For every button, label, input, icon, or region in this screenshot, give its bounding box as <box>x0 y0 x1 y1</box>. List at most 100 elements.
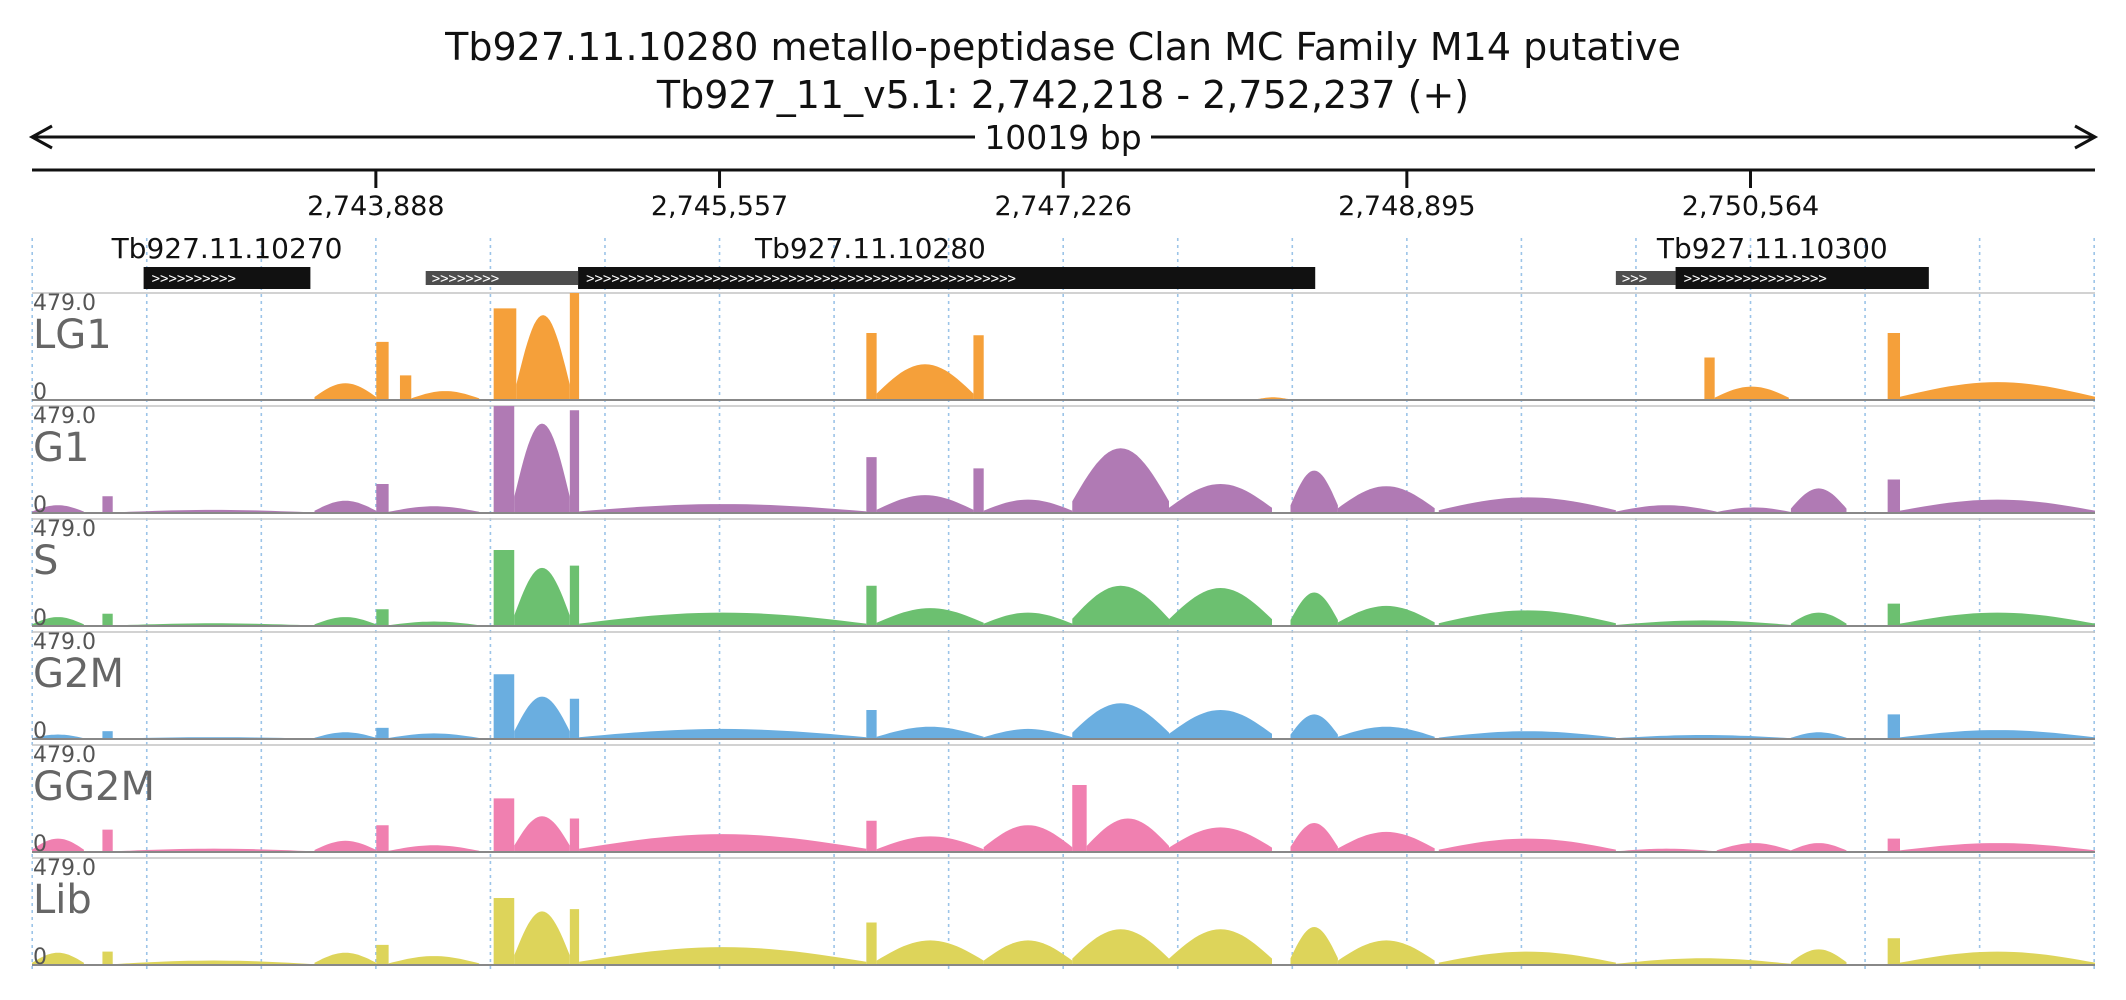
coverage-area <box>388 506 480 513</box>
coverage-area <box>1887 838 1901 852</box>
track-s: 479.0S 0 <box>32 517 2095 631</box>
coverage-area <box>866 922 877 965</box>
coverage-area <box>1790 488 1847 513</box>
coverage-area <box>1900 499 2095 513</box>
coverage-area <box>569 818 580 852</box>
x-tick-label: 2,745,557 <box>651 191 788 222</box>
coverage-area <box>388 621 480 626</box>
coverage-area <box>1072 585 1170 626</box>
gene-label: Tb927.11.10280 <box>754 232 986 265</box>
coverage-area <box>102 951 113 965</box>
coverage-area <box>876 364 974 400</box>
coverage-area <box>579 612 867 626</box>
coverage-area <box>1337 831 1435 852</box>
coverage-area <box>102 496 113 513</box>
coverage-area <box>1887 603 1901 626</box>
utr-arrows: >>>>>>>> <box>432 271 499 287</box>
coverage-area <box>1438 497 1616 513</box>
coverage-area <box>514 423 570 513</box>
coverage-area <box>514 816 570 852</box>
coverage-area <box>514 567 570 626</box>
cds-arrows: >>>>>>>>>>>>>>>>>>>>>>>>>>>>>>>>>>>>>>>>… <box>586 271 1016 287</box>
coverage-area <box>1290 823 1338 852</box>
coverage-area <box>866 585 877 626</box>
coverage-area <box>1169 588 1272 626</box>
coverage-area <box>1900 843 2095 852</box>
track-min-label: 0 <box>33 606 47 631</box>
track-name: GG2M <box>33 764 155 810</box>
cds-arrows: >>>>>>>>>> <box>152 271 236 287</box>
coverage-area <box>866 820 877 852</box>
coverage-area <box>102 829 113 852</box>
coverage-area <box>376 483 389 513</box>
x-axis-ticks: 2,743,888 2,745,557 2,747,226 2,748,895 2,75… <box>307 170 1819 222</box>
coverage-area <box>1072 929 1170 965</box>
coverage-area <box>1337 605 1435 626</box>
coverage-area <box>32 734 84 739</box>
coverage-area <box>1716 843 1791 852</box>
coverage-area <box>32 952 84 965</box>
coverage-area <box>1169 929 1272 965</box>
gene-feature[interactable]: >>>>>>>> >>>>>>>>>>>>>>>>>>>>>>>>>>>>>>>>… <box>425 232 1316 289</box>
coverage-area <box>1790 949 1847 965</box>
track-name: LG1 <box>33 312 112 358</box>
coverage-area <box>1290 927 1338 965</box>
coverage-area <box>569 410 580 513</box>
x-tick-label: 2,748,895 <box>1338 191 1475 222</box>
coverage-area <box>1900 951 2095 965</box>
coverage-area <box>1615 958 1791 965</box>
coverage-area <box>579 504 867 513</box>
coverage-area <box>1790 732 1847 739</box>
coverage-area <box>314 383 377 400</box>
chart-subtitle: Tb927_11_v5.1: 2,742,218 - 2,752,237 (+) <box>656 73 1469 117</box>
x-tick-label: 2,750,564 <box>1682 191 1819 222</box>
coverage-area <box>1900 730 2095 739</box>
coverage-area <box>973 335 984 400</box>
span-arrow-right <box>2074 124 2099 150</box>
coverage-area <box>579 947 867 965</box>
coverage-area <box>983 825 1073 852</box>
coverage-area <box>983 612 1073 626</box>
span-arrow-left <box>28 124 53 150</box>
coverage-area <box>1290 470 1338 513</box>
coverage-area <box>514 696 570 739</box>
coverage-area <box>1790 612 1847 626</box>
coverage-area <box>1072 448 1170 513</box>
coverage-area <box>983 940 1073 965</box>
coverage-area <box>376 609 389 626</box>
coverage-area <box>1790 843 1847 852</box>
coverage-area <box>314 617 377 626</box>
track-min-label: 0 <box>33 832 47 857</box>
coverage-area <box>876 836 984 852</box>
coverage-area <box>32 505 84 513</box>
coverage-area <box>569 909 580 965</box>
gene-label: Tb927.11.10300 <box>1656 232 1888 265</box>
coverage-area <box>516 315 570 400</box>
gene-feature[interactable]: >>>>>>>>>> Tb927.11.10270 <box>111 232 343 289</box>
coverage-area <box>314 952 377 965</box>
coverage-area <box>983 728 1073 739</box>
coverage-area <box>1438 610 1616 626</box>
coverage-area <box>1887 332 1901 400</box>
track-min-label: 0 <box>33 493 47 518</box>
gene-feature[interactable]: >>> >>>>>>>>>>>>>>>>>Tb927.11.10300 <box>1615 232 1929 289</box>
coverage-area <box>1887 938 1901 965</box>
coverage-area <box>569 698 580 739</box>
coverage-area <box>866 709 877 739</box>
gene-cds <box>578 267 1316 289</box>
coverage-area <box>1438 951 1616 965</box>
coverage-area <box>569 293 580 400</box>
coverage-area <box>376 944 389 965</box>
span-label-bg <box>975 118 1151 156</box>
coverage-area <box>376 341 389 400</box>
coverage-area <box>1290 714 1338 739</box>
coverage-area <box>314 840 377 852</box>
track-max-label: 479.0 <box>33 404 96 429</box>
utr-arrows: >>> <box>1622 271 1647 287</box>
coverage-area <box>569 565 580 626</box>
coverage-area <box>1169 484 1272 513</box>
